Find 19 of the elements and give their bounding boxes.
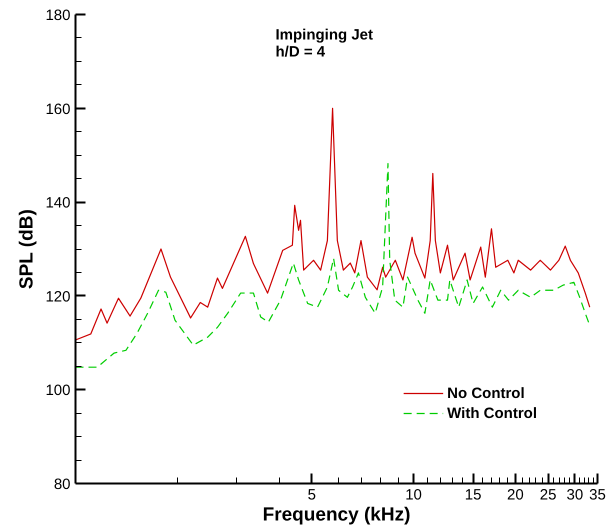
x-tick-label: 15 (464, 486, 482, 504)
annotation: Impinging Jet (276, 26, 374, 44)
y-tick-label: 100 (45, 382, 71, 400)
x-tick-label: 25 (540, 486, 556, 504)
y-tick-label: 160 (45, 100, 71, 118)
x-tick-label: 35 (589, 486, 606, 504)
y-tick-label: 180 (45, 7, 71, 24)
x-axis-title: Frequency (kHz) (262, 504, 410, 526)
annotation: h/D = 4 (276, 44, 326, 60)
y-tick-label: 140 (45, 194, 71, 212)
x-tick-label: 20 (506, 486, 524, 504)
y-tick-label: 120 (45, 288, 71, 306)
x-tick-label: 30 (566, 486, 584, 504)
y-tick-label: 80 (54, 476, 71, 493)
y-axis-title: SPL (dB) (16, 209, 38, 290)
x-tick-label: 5 (308, 486, 316, 504)
legend-label: With Control (447, 404, 537, 422)
x-tick-label: 10 (405, 486, 422, 504)
legend-label: No Control (447, 384, 525, 402)
